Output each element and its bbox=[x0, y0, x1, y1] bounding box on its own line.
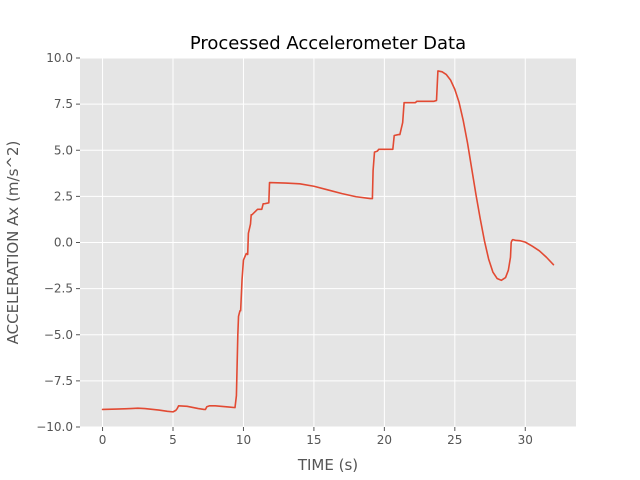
y-tick-label: −10.0 bbox=[36, 420, 73, 434]
x-tick-label: 30 bbox=[518, 433, 533, 447]
y-axis-label: ACCELERATION Ax (m/s^2) bbox=[4, 141, 22, 345]
y-tick-label: 5.0 bbox=[54, 143, 73, 157]
series-layer bbox=[101, 70, 555, 413]
y-tick-label: 7.5 bbox=[54, 97, 73, 111]
x-tick-label: 20 bbox=[377, 433, 392, 447]
x-tick-label: 15 bbox=[306, 433, 321, 447]
x-axis-ticks: 0 5 10 15 20 25 30 bbox=[99, 427, 533, 447]
y-axis-ticks: −10.0 −7.5 −5.0 −2.5 0.0 2.5 5.0 7.5 10.0 bbox=[36, 51, 80, 434]
y-tick-label: 2.5 bbox=[54, 189, 73, 203]
y-tick-label: 0.0 bbox=[54, 236, 73, 250]
series-line bbox=[101, 70, 555, 413]
y-tick-label: −5.0 bbox=[44, 328, 73, 342]
x-tick-label: 0 bbox=[99, 433, 107, 447]
y-tick-label: −2.5 bbox=[44, 282, 73, 296]
y-tick-label: 10.0 bbox=[46, 51, 73, 65]
chart-title: Processed Accelerometer Data bbox=[190, 33, 466, 54]
x-tick-label: 5 bbox=[169, 433, 177, 447]
x-tick-label: 10 bbox=[236, 433, 251, 447]
x-tick-label: 25 bbox=[447, 433, 462, 447]
y-tick-label: −7.5 bbox=[44, 374, 73, 388]
x-axis-label: TIME (s) bbox=[297, 456, 358, 474]
